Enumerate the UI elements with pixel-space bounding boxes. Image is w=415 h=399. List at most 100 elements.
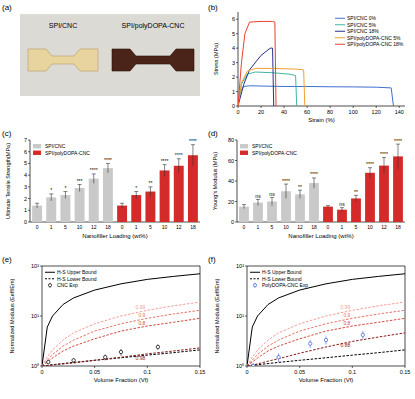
x-axis-title: Volume Fraction (Vf) xyxy=(94,377,149,383)
y-tick-label: 20 xyxy=(228,199,234,205)
y-tick-label: 80 xyxy=(228,137,234,143)
bar xyxy=(323,207,333,222)
legend-label: SPI/CNC 5% xyxy=(347,22,376,28)
point xyxy=(309,342,312,345)
y-tick xyxy=(40,266,42,267)
y-axis xyxy=(30,140,31,222)
x-tick-label: 0.05 xyxy=(89,369,100,375)
legend-swatch xyxy=(250,278,260,279)
significance: ** xyxy=(354,189,358,195)
y-tick-label: 1 xyxy=(24,207,27,213)
error-bar xyxy=(35,203,39,208)
series-line xyxy=(42,350,200,366)
x-tick-label: 0.05 xyxy=(294,369,305,375)
series-line xyxy=(247,318,405,366)
significance: ** xyxy=(298,184,302,190)
y-axis-title: Stress (MPa) xyxy=(213,43,219,75)
x-tick-label: 0.15 xyxy=(195,369,206,375)
frame xyxy=(247,266,405,267)
bar xyxy=(351,198,361,222)
panel-label: (e) xyxy=(2,255,12,264)
significance: **** xyxy=(366,161,374,167)
bar xyxy=(75,188,85,222)
x-tick-label: 10 xyxy=(367,224,373,230)
x-tick-label: 1 xyxy=(135,224,138,230)
panel-label: (f) xyxy=(208,255,216,264)
significance: *** xyxy=(77,178,83,184)
series-line xyxy=(247,333,405,366)
legend-label: PolyDOPA-CNC Exp xyxy=(262,282,308,288)
x-tick-label: 5 xyxy=(271,224,274,230)
curve-label: 0.88 xyxy=(341,342,351,348)
y-tick xyxy=(28,186,30,187)
y-tick-label: 10¹ xyxy=(236,313,244,319)
legend-label: SPI/CNC 0% xyxy=(347,15,376,21)
y-tick xyxy=(235,201,237,202)
legend-swatch xyxy=(33,151,41,155)
x-tick xyxy=(147,366,148,368)
significance: * xyxy=(135,185,137,191)
y-tick xyxy=(236,19,238,20)
y-tick-label: 0 xyxy=(24,219,27,225)
curve-label: 0.98 xyxy=(136,355,146,361)
error-bar xyxy=(120,203,124,208)
significance: **** xyxy=(310,171,318,177)
bar xyxy=(60,195,70,222)
x-tick-label: 0.1 xyxy=(349,369,357,375)
legend-swatch xyxy=(45,278,55,279)
x-tick xyxy=(247,366,248,368)
y-tick xyxy=(236,91,238,92)
x-tick xyxy=(352,366,353,368)
significance: * xyxy=(50,187,52,193)
x-tick-label: 12 xyxy=(176,224,182,230)
x-tick-label: 18 xyxy=(311,224,317,230)
error-bar xyxy=(396,144,400,169)
x-tick-label: 12 xyxy=(91,224,97,230)
error-bar xyxy=(256,199,260,205)
x-axis-title: Nanofiller Loading (wt%) xyxy=(288,233,353,239)
significance: **** xyxy=(394,138,402,144)
x-tick-label: 0 xyxy=(327,224,330,230)
bar xyxy=(379,166,389,222)
x-tick-label: 1 xyxy=(257,224,260,230)
panel: (b)0123456Stress (MPa)Strain (%)02040608… xyxy=(208,3,405,123)
x-tick-label: 0.15 xyxy=(400,369,411,375)
y-tick xyxy=(28,151,30,152)
legend-label: SPI/polyDOPA-CNC 5% xyxy=(347,35,401,41)
x-tick xyxy=(353,106,354,108)
curve-label: 0.8 xyxy=(343,320,350,326)
series-line xyxy=(238,21,276,106)
x-tick-label: 20 xyxy=(258,109,264,115)
bar xyxy=(46,197,56,222)
y-tick-label: 2 xyxy=(232,74,235,80)
frame xyxy=(405,266,406,366)
x-tick xyxy=(42,366,43,368)
error-bar xyxy=(63,192,67,199)
plot-area xyxy=(42,274,200,366)
series-line xyxy=(238,86,393,106)
y-tick-label: 5 xyxy=(24,160,27,166)
x-tick-label: 5 xyxy=(149,224,152,230)
x-tick-label: 5 xyxy=(355,224,358,230)
panel: (e)10⁰10¹10²Normalized Modulus (Eeff/Em)… xyxy=(2,255,205,383)
y-tick-label: 10⁰ xyxy=(31,363,39,369)
x-tick xyxy=(399,106,400,108)
x-tick-label: 18 xyxy=(105,224,111,230)
y-tick-label: 3 xyxy=(24,184,27,190)
y-axis-title: Normalized Modulus (Eeff/Em) xyxy=(214,278,220,353)
x-axis-title: Volume Fraction (Vf) xyxy=(299,377,354,383)
y-tick xyxy=(40,316,42,317)
series-line xyxy=(42,348,200,366)
frame xyxy=(200,266,201,366)
x-tick xyxy=(261,106,262,108)
error-bar xyxy=(242,205,246,209)
x-tick-label: 1 xyxy=(341,224,344,230)
specimen xyxy=(28,49,98,71)
error-bar xyxy=(148,187,152,196)
legend-swatch xyxy=(45,272,55,273)
y-tick-label: 6 xyxy=(232,16,235,22)
x-tick-label: 18 xyxy=(190,224,196,230)
legend-swatch xyxy=(335,24,345,25)
bar xyxy=(117,206,127,222)
series-line xyxy=(247,274,405,366)
